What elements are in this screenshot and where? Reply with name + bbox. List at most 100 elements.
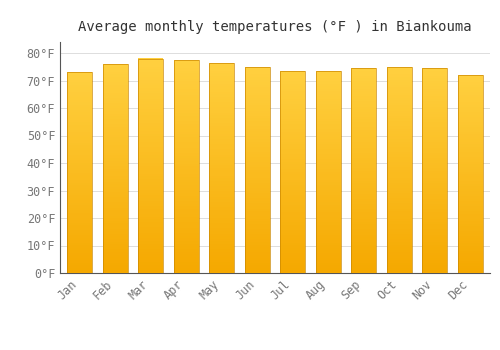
Bar bbox=[422, 68, 448, 273]
Bar bbox=[245, 173, 270, 175]
Bar bbox=[138, 233, 163, 236]
Bar bbox=[458, 226, 483, 229]
Bar bbox=[67, 235, 92, 238]
Bar bbox=[458, 77, 483, 80]
Bar bbox=[422, 183, 448, 186]
Bar bbox=[174, 119, 199, 121]
Bar bbox=[280, 89, 305, 91]
Bar bbox=[280, 263, 305, 265]
Bar bbox=[138, 238, 163, 241]
Bar bbox=[102, 182, 128, 184]
Bar bbox=[67, 105, 92, 107]
Bar bbox=[387, 72, 412, 75]
Bar bbox=[387, 177, 412, 180]
Bar bbox=[138, 176, 163, 179]
Bar bbox=[352, 76, 376, 78]
Bar bbox=[67, 102, 92, 105]
Bar bbox=[458, 112, 483, 114]
Bar bbox=[67, 218, 92, 220]
Bar bbox=[174, 134, 199, 137]
Bar bbox=[458, 172, 483, 174]
Bar bbox=[174, 137, 199, 140]
Bar bbox=[458, 174, 483, 176]
Bar bbox=[422, 135, 448, 137]
Bar bbox=[67, 190, 92, 193]
Bar bbox=[67, 168, 92, 170]
Bar bbox=[138, 219, 163, 222]
Bar bbox=[280, 162, 305, 164]
Bar bbox=[174, 116, 199, 119]
Bar bbox=[102, 202, 128, 205]
Bar bbox=[316, 157, 340, 159]
Bar bbox=[280, 230, 305, 233]
Bar bbox=[422, 147, 448, 150]
Bar bbox=[102, 257, 128, 260]
Bar bbox=[174, 164, 199, 167]
Bar bbox=[245, 268, 270, 271]
Bar bbox=[316, 144, 340, 147]
Bar bbox=[138, 257, 163, 260]
Bar bbox=[280, 187, 305, 190]
Bar bbox=[138, 77, 163, 80]
Bar bbox=[387, 239, 412, 242]
Bar bbox=[210, 233, 234, 236]
Bar bbox=[210, 223, 234, 226]
Bar bbox=[458, 268, 483, 271]
Bar bbox=[458, 253, 483, 255]
Bar bbox=[387, 247, 412, 250]
Bar bbox=[316, 174, 340, 177]
Bar bbox=[174, 103, 199, 105]
Bar bbox=[316, 245, 340, 248]
Bar bbox=[422, 99, 448, 101]
Bar bbox=[422, 189, 448, 191]
Bar bbox=[174, 111, 199, 113]
Bar bbox=[458, 218, 483, 221]
Bar bbox=[316, 265, 340, 268]
Bar bbox=[102, 176, 128, 179]
Bar bbox=[352, 268, 376, 271]
Bar bbox=[102, 192, 128, 195]
Bar bbox=[316, 177, 340, 180]
Bar bbox=[138, 270, 163, 273]
Bar bbox=[174, 89, 199, 92]
Bar bbox=[458, 169, 483, 171]
Bar bbox=[280, 271, 305, 273]
Bar bbox=[174, 193, 199, 196]
Bar bbox=[316, 268, 340, 271]
Bar bbox=[245, 183, 270, 186]
Bar bbox=[210, 123, 234, 126]
Bar bbox=[138, 61, 163, 64]
Bar bbox=[174, 148, 199, 150]
Bar bbox=[280, 101, 305, 104]
Bar bbox=[280, 124, 305, 126]
Bar bbox=[102, 137, 128, 140]
Bar bbox=[67, 125, 92, 127]
Bar bbox=[245, 186, 270, 188]
Bar bbox=[458, 102, 483, 105]
Bar bbox=[174, 225, 199, 228]
Bar bbox=[316, 217, 340, 220]
Bar bbox=[102, 265, 128, 268]
Bar bbox=[102, 218, 128, 221]
Bar bbox=[245, 206, 270, 209]
Bar bbox=[352, 158, 376, 160]
Bar bbox=[102, 231, 128, 234]
Bar bbox=[280, 71, 305, 74]
Bar bbox=[138, 110, 163, 112]
Bar bbox=[102, 210, 128, 213]
Bar bbox=[316, 210, 340, 212]
Bar bbox=[422, 158, 448, 160]
Bar bbox=[210, 212, 234, 215]
Bar bbox=[352, 255, 376, 258]
Bar bbox=[102, 114, 128, 116]
Bar bbox=[422, 211, 448, 214]
Bar bbox=[174, 257, 199, 260]
Bar bbox=[352, 160, 376, 163]
Bar bbox=[422, 78, 448, 81]
Bar bbox=[102, 88, 128, 90]
Bar bbox=[352, 194, 376, 196]
Bar bbox=[422, 186, 448, 189]
Bar bbox=[387, 237, 412, 239]
Bar bbox=[138, 72, 163, 75]
Bar bbox=[174, 68, 199, 71]
